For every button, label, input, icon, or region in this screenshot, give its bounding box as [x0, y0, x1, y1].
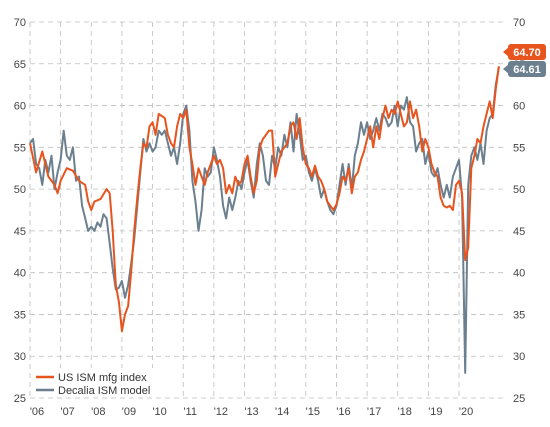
y-tick-label-left: 40 — [14, 268, 26, 280]
svg-text:64.61: 64.61 — [513, 64, 541, 76]
end-value-labels: 64.70 64.61 — [503, 44, 546, 77]
y-tick-label-left: 70 — [14, 17, 26, 29]
y-tick-label-right: 50 — [513, 184, 525, 196]
x-axis: '06 '07 '08 '09 '10 '11 '12 '13 '14 '15 '16 '17 '18 '… — [30, 406, 473, 418]
x-tick-label: '19 — [428, 406, 442, 418]
y-tick-label-left: 65 — [14, 59, 26, 71]
y-tick-label-left: 45 — [14, 226, 26, 238]
x-tick-label: '07 — [60, 406, 74, 418]
y-tick-label-right: 70 — [513, 17, 525, 29]
y-tick-label-left: 60 — [14, 101, 26, 113]
y-tick-label-left: 55 — [14, 142, 26, 154]
x-tick-label: '18 — [398, 406, 412, 418]
legend-label-1: Decalia ISM model — [58, 385, 150, 397]
x-tick-label: '06 — [30, 406, 44, 418]
y-tick-label-left: 50 — [14, 184, 26, 196]
y-tick-label-right: 35 — [513, 309, 525, 321]
y-tick-label-right: 45 — [513, 226, 525, 238]
end-label-0: 64.70 — [503, 44, 546, 60]
legend-background — [33, 368, 165, 397]
x-tick-label: '14 — [275, 406, 289, 418]
x-tick-label: '08 — [91, 406, 105, 418]
y-tick-label-right: 55 — [513, 142, 525, 154]
x-tick-label: '16 — [336, 406, 350, 418]
y-tick-label-right: 30 — [513, 351, 525, 363]
x-tick-label: '11 — [183, 406, 197, 418]
x-tick-label: '13 — [244, 406, 258, 418]
series-lines — [29, 66, 500, 374]
x-tick-label: '12 — [214, 406, 228, 418]
y-tick-label-left: 35 — [14, 309, 26, 321]
series-line-0 — [29, 66, 500, 333]
y-tick-label-left: 25 — [14, 393, 26, 405]
svg-text:64.70: 64.70 — [513, 47, 541, 59]
y-tick-label-left: 30 — [14, 351, 26, 363]
x-tick-label: '10 — [152, 406, 166, 418]
x-tick-label: '09 — [122, 406, 136, 418]
x-tick-label: '17 — [367, 406, 381, 418]
y-tick-label-right: 25 — [513, 393, 525, 405]
x-tick-label: '15 — [306, 406, 320, 418]
x-tick-label: '20 — [459, 406, 473, 418]
end-label-1: 64.61 — [503, 61, 546, 77]
y-axis-left: 25 30 35 40 45 50 55 60 65 70 — [14, 17, 26, 405]
legend-label-0: US ISM mfg index — [58, 372, 147, 384]
y-tick-label-right: 60 — [513, 101, 525, 113]
y-tick-label-right: 40 — [513, 268, 525, 280]
grid-lines — [29, 21, 505, 399]
